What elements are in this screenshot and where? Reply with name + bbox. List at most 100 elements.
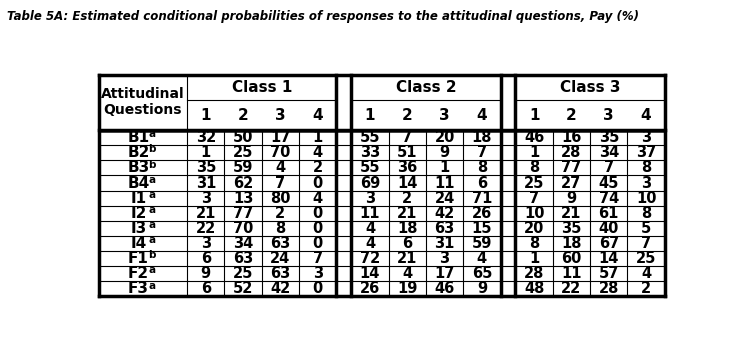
Text: 14: 14 xyxy=(397,176,417,191)
Text: 63: 63 xyxy=(233,251,253,266)
Text: 9: 9 xyxy=(566,191,577,206)
Text: 4: 4 xyxy=(641,107,651,123)
Text: 2: 2 xyxy=(402,107,413,123)
Text: 14: 14 xyxy=(360,266,380,281)
Text: 63: 63 xyxy=(434,221,454,236)
Text: I1: I1 xyxy=(130,191,147,206)
Text: 46: 46 xyxy=(524,130,545,145)
Text: 63: 63 xyxy=(270,236,291,251)
Text: 70: 70 xyxy=(233,221,253,236)
Text: 51: 51 xyxy=(397,145,417,160)
Text: 4: 4 xyxy=(276,160,285,175)
Text: 1: 1 xyxy=(440,160,450,175)
Text: 2: 2 xyxy=(276,206,285,221)
Text: 19: 19 xyxy=(397,281,417,296)
Text: 3: 3 xyxy=(603,107,614,123)
Text: 1: 1 xyxy=(529,107,539,123)
Text: 4: 4 xyxy=(365,236,375,251)
Text: 48: 48 xyxy=(524,281,545,296)
Text: 5: 5 xyxy=(641,221,651,236)
Text: 74: 74 xyxy=(599,191,619,206)
Text: Attitudinal
Questions: Attitudinal Questions xyxy=(101,87,185,117)
Text: 0: 0 xyxy=(313,221,323,236)
Text: B1: B1 xyxy=(127,130,150,145)
Text: 4: 4 xyxy=(313,145,323,160)
Text: 37: 37 xyxy=(636,145,656,160)
Text: 3: 3 xyxy=(440,107,450,123)
Text: 9: 9 xyxy=(200,266,211,281)
Text: a: a xyxy=(148,175,155,185)
Text: 3: 3 xyxy=(365,191,375,206)
Text: 7: 7 xyxy=(641,236,651,251)
Text: 77: 77 xyxy=(233,206,253,221)
Text: 1: 1 xyxy=(529,251,539,266)
Text: 25: 25 xyxy=(636,251,656,266)
Text: B2: B2 xyxy=(127,145,150,160)
Text: 11: 11 xyxy=(360,206,380,221)
Text: 22: 22 xyxy=(196,221,216,236)
Text: I2: I2 xyxy=(130,206,147,221)
Text: 61: 61 xyxy=(598,206,619,221)
Text: 71: 71 xyxy=(472,191,492,206)
Text: 18: 18 xyxy=(561,236,582,251)
Text: 59: 59 xyxy=(233,160,253,175)
Text: 42: 42 xyxy=(270,281,291,296)
Text: 21: 21 xyxy=(561,206,582,221)
Text: 15: 15 xyxy=(472,221,492,236)
Text: 32: 32 xyxy=(196,130,216,145)
Text: 59: 59 xyxy=(472,236,492,251)
Text: 31: 31 xyxy=(196,176,216,191)
Text: 7: 7 xyxy=(276,176,285,191)
Text: 11: 11 xyxy=(434,176,454,191)
Text: 69: 69 xyxy=(360,176,380,191)
Text: 21: 21 xyxy=(397,206,417,221)
Text: 3: 3 xyxy=(275,107,285,123)
Text: 3: 3 xyxy=(313,266,323,281)
Text: 52: 52 xyxy=(233,281,253,296)
Text: I3: I3 xyxy=(130,221,147,236)
Text: 1: 1 xyxy=(365,107,375,123)
Text: 31: 31 xyxy=(434,236,454,251)
Text: Class 2: Class 2 xyxy=(396,80,456,95)
Text: 1: 1 xyxy=(313,130,323,145)
Text: 4: 4 xyxy=(477,107,487,123)
Text: B4: B4 xyxy=(127,176,150,191)
Text: 16: 16 xyxy=(561,130,582,145)
Text: 77: 77 xyxy=(561,160,582,175)
Text: 24: 24 xyxy=(434,191,454,206)
Text: 50: 50 xyxy=(233,130,253,145)
Text: F3: F3 xyxy=(128,281,149,296)
Text: 45: 45 xyxy=(598,176,619,191)
Text: 28: 28 xyxy=(598,281,619,296)
Text: 60: 60 xyxy=(561,251,582,266)
Text: 2: 2 xyxy=(313,160,323,175)
Text: 0: 0 xyxy=(313,236,323,251)
Text: 4: 4 xyxy=(365,221,375,236)
Text: 18: 18 xyxy=(397,221,417,236)
Text: 17: 17 xyxy=(270,130,291,145)
Text: 36: 36 xyxy=(397,160,417,175)
Text: 20: 20 xyxy=(434,130,454,145)
Text: 2: 2 xyxy=(641,281,651,296)
Text: 80: 80 xyxy=(270,191,291,206)
Text: 2: 2 xyxy=(566,107,577,123)
Text: 4: 4 xyxy=(402,266,412,281)
Text: 6: 6 xyxy=(200,281,211,296)
Text: a: a xyxy=(148,129,155,139)
Text: 14: 14 xyxy=(598,251,619,266)
Text: 4: 4 xyxy=(477,251,487,266)
Text: a: a xyxy=(148,220,155,230)
Text: B3: B3 xyxy=(127,160,150,175)
Text: 28: 28 xyxy=(524,266,545,281)
Text: 8: 8 xyxy=(529,160,539,175)
Text: 0: 0 xyxy=(313,281,323,296)
Text: 11: 11 xyxy=(561,266,582,281)
Text: 9: 9 xyxy=(440,145,450,160)
Text: 1: 1 xyxy=(200,107,211,123)
Text: 62: 62 xyxy=(233,176,253,191)
Text: 3: 3 xyxy=(641,130,651,145)
Text: a: a xyxy=(148,205,155,215)
Text: 0: 0 xyxy=(313,206,323,221)
Text: Class 1: Class 1 xyxy=(232,80,292,95)
Text: I4: I4 xyxy=(130,236,147,251)
